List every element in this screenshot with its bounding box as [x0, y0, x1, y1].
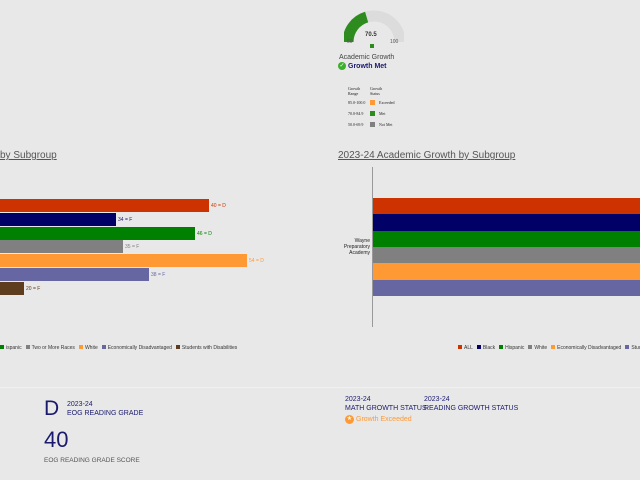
reading-year: 2023-24: [67, 401, 93, 408]
legend-swatch: [551, 345, 556, 349]
legend-item[interactable]: White: [534, 345, 548, 351]
check-icon: ✓: [338, 62, 346, 70]
status-swatch: [370, 100, 375, 105]
right-chart-title: 2023-24 Academic Growth by Subgroup: [338, 150, 516, 161]
legend-swatch: [499, 345, 504, 349]
growth-table-row: 50.0-69.9 Not Met: [348, 122, 395, 127]
legend-swatch: [625, 345, 630, 349]
growth-status-text: Met: [379, 111, 386, 116]
legend-item[interactable]: White: [84, 345, 98, 351]
reading-score-label: EOG READING GRADE SCORE: [44, 457, 140, 464]
math-growth-label: MATH GROWTH STATUS: [345, 405, 427, 412]
math-growth-badge: ★ Growth Exceeded: [345, 415, 412, 424]
right-chart-legend: ALL Black Hispanic White Economically Disadv…: [454, 345, 640, 351]
legend-swatch: [476, 345, 481, 349]
bar[interactable]: [0, 240, 123, 254]
bar[interactable]: [0, 254, 247, 268]
section-divider: [0, 387, 640, 388]
legend-swatch: [528, 345, 533, 349]
reading-grade-label: EOG READING GRADE: [67, 410, 144, 417]
gauge-marker: [370, 44, 374, 48]
bar-label: 20 = F: [26, 285, 41, 292]
growth-table-row: 70.0-84.9 Met: [348, 111, 395, 116]
left-chart-legend: ispanic Two or More Races White Economicall…: [0, 345, 237, 351]
legend-swatch: [175, 345, 180, 349]
bar-label: 34 = F: [118, 216, 133, 223]
bar-label: 46 = D: [197, 230, 212, 237]
bar-label: 54 = D: [249, 258, 264, 265]
bar[interactable]: [373, 198, 640, 215]
reading-growth-year: 2023-24: [424, 396, 450, 403]
bar[interactable]: [0, 226, 195, 240]
bar[interactable]: [373, 279, 640, 296]
right-chart-axis: [372, 167, 373, 327]
growth-range: 50.0-69.9: [348, 122, 364, 127]
legend-item[interactable]: Economically Disadvantaged: [107, 345, 172, 351]
header-range: Growth Range: [348, 86, 361, 96]
legend-item[interactable]: Economically Disadvantaged: [557, 345, 622, 351]
growth-status: Growth Met: [348, 62, 387, 70]
reading-growth-label: READING GROWTH STATUS: [424, 405, 519, 412]
gauge-value: 70.5: [365, 32, 377, 38]
growth-gauge: [342, 8, 406, 48]
left-chart-title: by Subgroup: [0, 150, 57, 161]
legend-swatch: [0, 345, 4, 349]
reading-grade: D: [44, 397, 60, 420]
gauge-max: 100: [390, 39, 399, 45]
legend-item[interactable]: Two or More Races: [31, 345, 75, 351]
legend-swatch: [458, 345, 462, 349]
legend-item[interactable]: Hispanic: [505, 345, 525, 351]
bar-label: 35 = F: [125, 244, 140, 251]
legend-item[interactable]: Black: [482, 345, 496, 351]
legend-swatch: [101, 345, 106, 349]
growth-legend-table: Growth Range Growth Status 85.0-100.0 Exc…: [348, 86, 395, 133]
reading-score: 40: [44, 427, 69, 452]
gauge-label: Academic Growth: [339, 54, 395, 61]
legend-item[interactable]: ispanic: [6, 345, 22, 351]
growth-met-badge: ✓ Growth Met: [338, 62, 387, 70]
legend-item[interactable]: ALL: [464, 345, 473, 351]
right-chart-category: Wayne Preparatory Academy: [343, 238, 370, 256]
bar[interactable]: [0, 212, 116, 226]
bar[interactable]: [0, 199, 209, 212]
bar[interactable]: [0, 268, 149, 281]
legend-swatch: [78, 345, 83, 349]
bar[interactable]: [373, 246, 640, 264]
status-swatch: [370, 111, 375, 116]
growth-status-text: Not Met: [379, 122, 393, 127]
bar[interactable]: [373, 263, 640, 280]
bar[interactable]: [373, 214, 640, 231]
bar-label: 40 = D: [211, 203, 226, 209]
math-growth-status: Growth Exceeded: [356, 416, 412, 423]
growth-table-row: 85.0-100.0 Exceeded: [348, 100, 395, 105]
growth-range: 85.0-100.0: [348, 100, 366, 105]
star-icon: ★: [345, 415, 354, 424]
legend-swatch: [25, 345, 30, 349]
bar[interactable]: [373, 230, 640, 248]
legend-item[interactable]: Students with Disabilities: [181, 345, 238, 351]
growth-status-text: Exceeded: [379, 100, 395, 105]
bar[interactable]: [0, 281, 24, 295]
math-growth-year: 2023-24: [345, 396, 371, 403]
legend-item[interactable]: Stud: [631, 345, 640, 351]
bar-label: 38 = F: [151, 272, 166, 278]
gauge-min: 50: [347, 39, 353, 45]
growth-range: 70.0-84.9: [348, 111, 364, 116]
status-swatch: [370, 122, 375, 127]
header-status: Growth Status: [370, 86, 383, 96]
